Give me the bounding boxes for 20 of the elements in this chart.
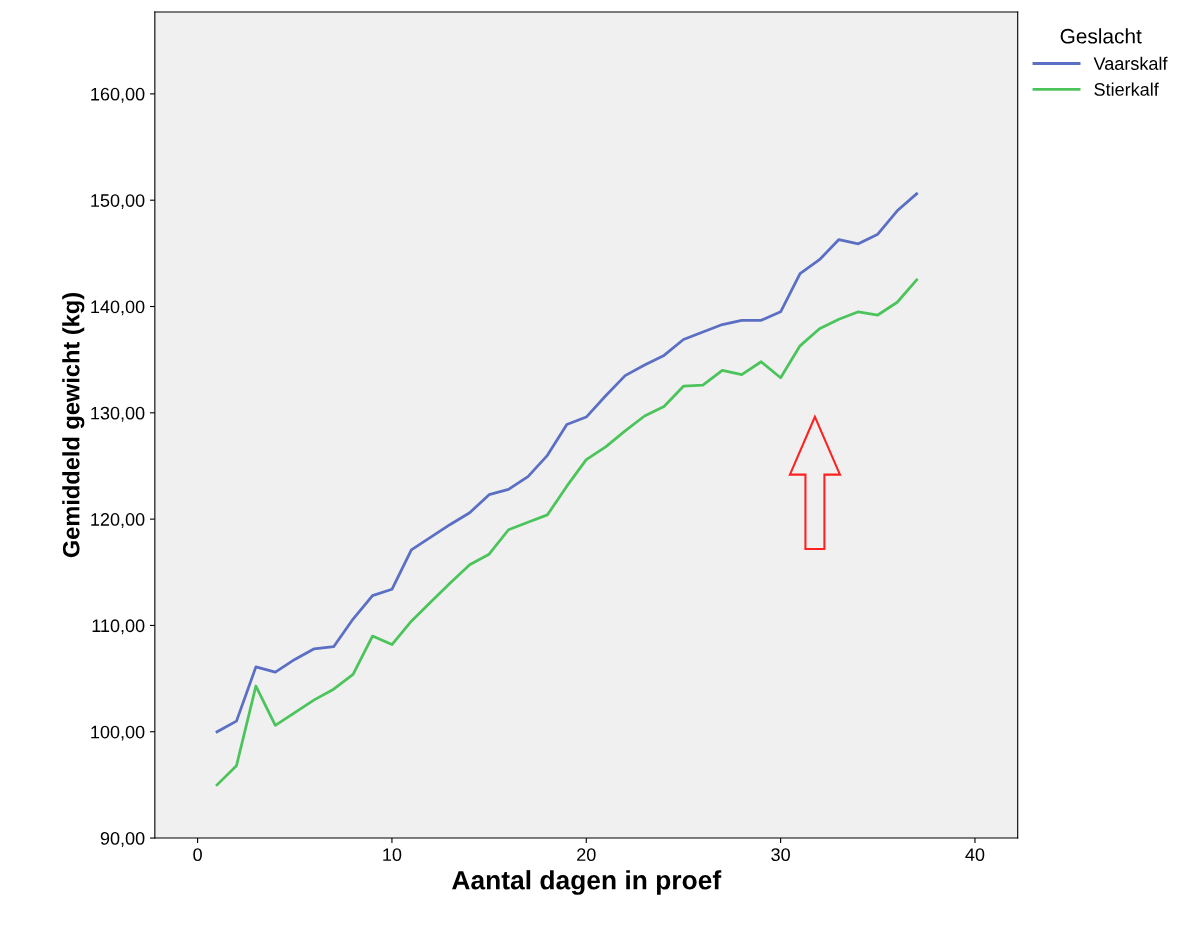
y-axis-title: Gemiddeld gewicht (kg) [62, 293, 85, 558]
y-tick-label: 150,00 [91, 194, 145, 210]
x-tick-label: 0 [193, 848, 202, 862]
line-series [215, 192, 919, 734]
y-tick-label: 110,00 [92, 619, 145, 635]
x-tick-label: 40 [965, 848, 985, 862]
x-tick-label: 30 [771, 848, 790, 862]
legend-label: Vaarskalf [1093, 56, 1168, 70]
x-axis-title: Aantal dagen in proef [452, 870, 722, 895]
y-tick-label: 120,00 [91, 513, 145, 528]
legend-label: Stierkalf [1094, 82, 1159, 96]
y-tick-label: 130,00 [91, 406, 145, 422]
y-tick-label: 160,00 [91, 87, 145, 103]
x-tick-label: 10 [383, 848, 402, 862]
legend-title: Geslacht [1060, 28, 1142, 44]
x-tick-label: 20 [577, 848, 596, 862]
y-tick-label: 100,00 [91, 725, 145, 741]
y-tick-label: 90,00 [100, 831, 145, 847]
line-series [215, 278, 919, 787]
y-tick-label: 140,00 [91, 300, 145, 316]
